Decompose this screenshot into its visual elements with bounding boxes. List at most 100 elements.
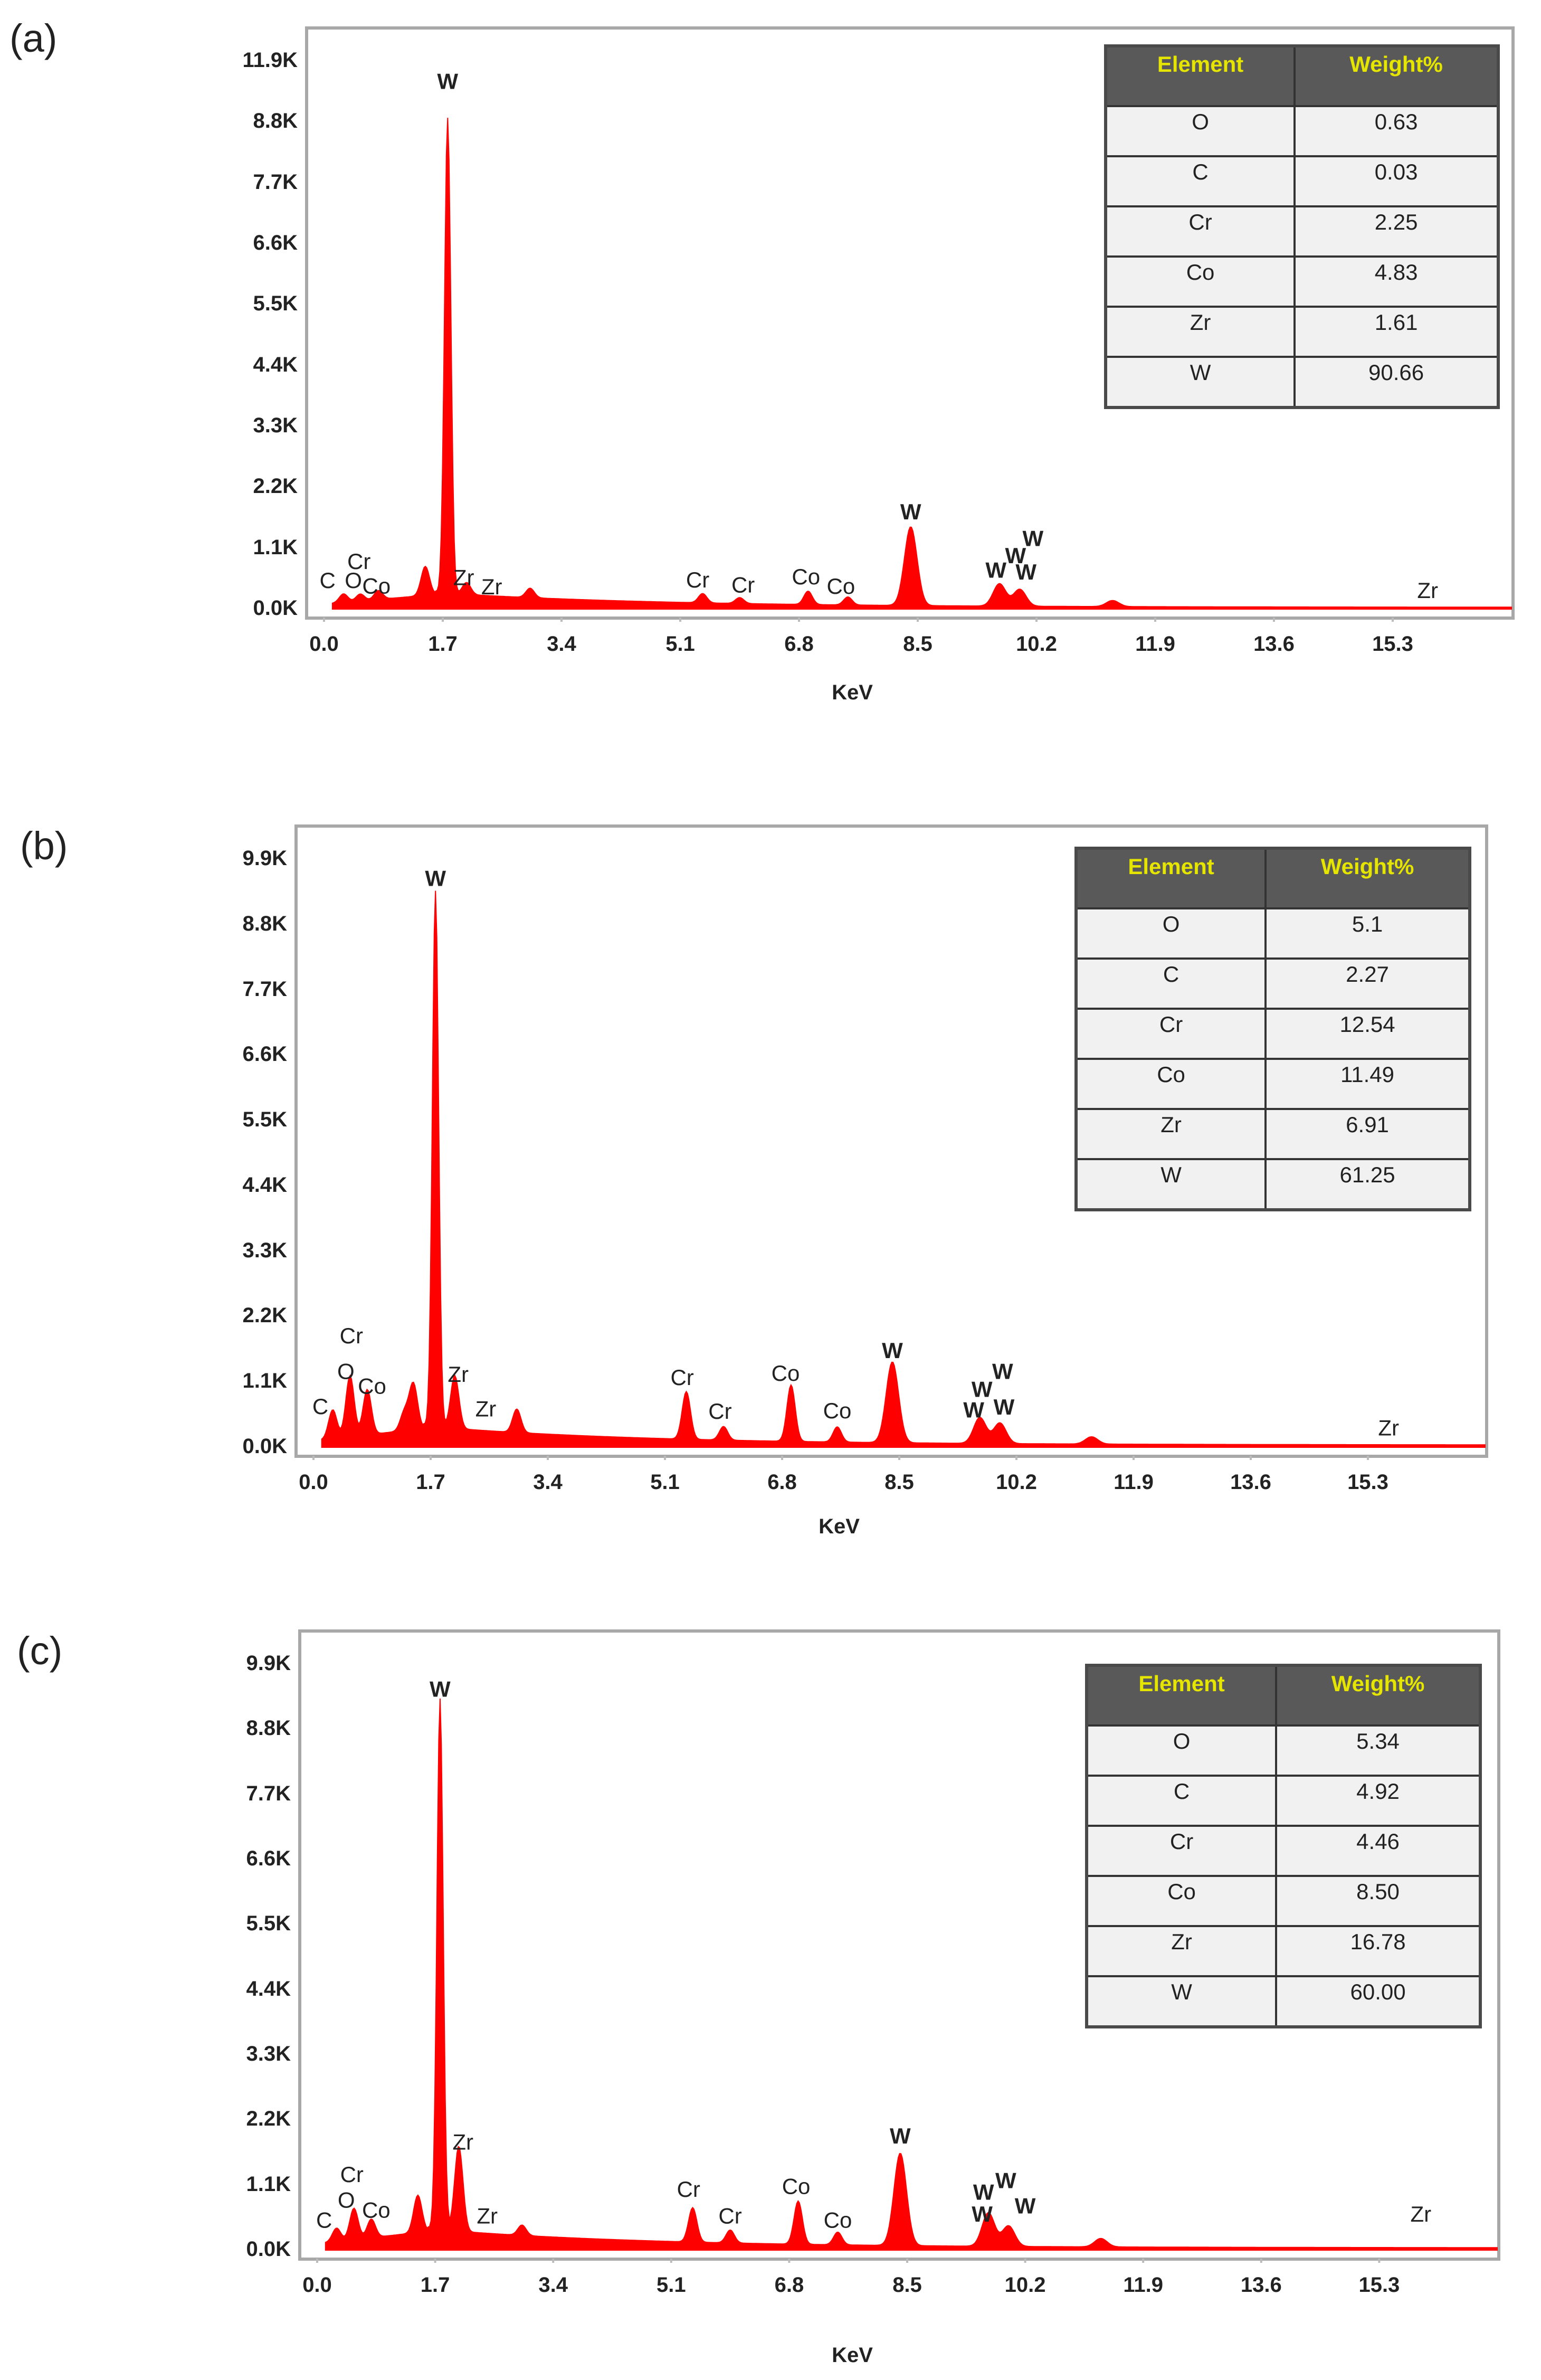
peak-label: Cr: [686, 567, 709, 592]
x-tick-label: 5.1: [665, 632, 695, 656]
peak-label: W: [900, 499, 921, 524]
peak-label: W: [985, 558, 1006, 583]
cell-element: Co: [1074, 1058, 1267, 1110]
cell-element: O: [1074, 907, 1267, 960]
cell-element: O: [1104, 105, 1296, 157]
cell-weight: 4.46: [1275, 1825, 1481, 1877]
peak-label: W: [994, 1395, 1015, 1419]
peak-label: Co: [792, 564, 820, 589]
cell-weight: 4.92: [1275, 1775, 1481, 1827]
y-tick-label: 3.3K: [253, 414, 298, 437]
y-tick-label: 9.9K: [242, 847, 288, 870]
peak-label: W: [973, 2180, 994, 2205]
peak-label: O: [338, 2187, 355, 2212]
y-tick-label: 2.2K: [242, 1304, 288, 1328]
y-tick-label: 4.4K: [246, 1977, 291, 2000]
cell-element: Co: [1085, 1875, 1278, 1927]
x-tick-label: 10.2: [996, 1471, 1037, 1494]
peak-label: W: [972, 2202, 993, 2226]
peak-label: Co: [362, 573, 391, 598]
cell-element: Zr: [1104, 306, 1296, 358]
peak-label: Cr: [677, 2177, 700, 2202]
x-tick-label: 1.7: [420, 2273, 450, 2297]
spectrum-area: [325, 1698, 1498, 2251]
header-weight: Weight%: [1275, 1664, 1481, 1727]
x-tick-label: 15.3: [1372, 632, 1413, 656]
table-row: Cr 4.46: [1085, 1825, 1481, 1877]
y-tick-label: 5.5K: [242, 1108, 288, 1132]
y-tick-label: 11.9K: [242, 49, 298, 72]
peak-label: W: [992, 1359, 1013, 1384]
peak-label: Cr: [340, 2162, 364, 2187]
peak-label: W: [995, 2168, 1016, 2193]
x-tick-label: 13.6: [1230, 1471, 1271, 1494]
x-tick-label: 11.9: [1123, 2273, 1164, 2297]
x-tick-label: 3.4: [547, 632, 576, 656]
cell-weight: 11.49: [1264, 1058, 1471, 1110]
x-tick-label: 1.7: [428, 632, 458, 656]
x-axis-label: KeV: [832, 681, 873, 704]
peak-label: Cr: [708, 1399, 731, 1424]
table-row: Co 8.50: [1085, 1875, 1481, 1927]
cell-weight: 12.54: [1264, 1008, 1471, 1060]
cell-weight: 90.66: [1293, 356, 1499, 409]
y-tick-label: 8.8K: [242, 912, 288, 935]
table-row: C 0.03: [1104, 155, 1499, 207]
x-tick-label: 6.8: [774, 2273, 804, 2297]
panel-b: (b) C O Cr Co W Zr Zr Cr Cr Co Co W W W W W Zr KeV Eleme…: [20, 824, 1488, 1538]
cell-element: Cr: [1085, 1825, 1278, 1877]
table-row: Zr 6.91: [1074, 1108, 1471, 1160]
x-tick-label: 8.5: [903, 632, 933, 656]
peak-label: W: [1015, 560, 1036, 584]
peak-label: O: [345, 568, 362, 593]
table-row: W 61.25: [1074, 1158, 1471, 1211]
cell-element: Cr: [1104, 205, 1296, 258]
x-tick-label: 13.6: [1253, 632, 1295, 656]
x-tick-label: 10.2: [1004, 2273, 1046, 2297]
peak-label: Co: [782, 2174, 811, 2198]
peak-label: Co: [362, 2197, 391, 2222]
composition-table: Element Weight% O 0.63 C 0.03 Cr 2.25 Co 4.8…: [1104, 44, 1500, 409]
y-tick-label: 6.6K: [253, 231, 298, 254]
header-weight: Weight%: [1264, 847, 1471, 909]
header-element: Element: [1085, 1664, 1278, 1727]
y-tick-label: 0.0K: [246, 2237, 291, 2261]
table-row: Zr 1.61: [1104, 306, 1499, 358]
x-tick-label: 11.9: [1135, 632, 1175, 656]
peak-label: Zr: [481, 574, 502, 599]
x-axis-label: KeV: [819, 1515, 860, 1538]
peak-label: Co: [827, 574, 855, 599]
x-tick-label: 15.3: [1358, 2273, 1400, 2297]
y-tick-label: 5.5K: [246, 1912, 291, 1936]
y-tick-label: 0.0K: [253, 596, 298, 620]
x-tick-label: 8.5: [884, 1471, 914, 1494]
cell-weight: 0.63: [1293, 105, 1499, 157]
peak-label: C: [316, 2207, 332, 2232]
composition-table: Element Weight% O 5.1 C 2.27 Cr 12.54 Co 11.…: [1074, 847, 1471, 1211]
cell-weight: 5.34: [1275, 1724, 1481, 1777]
y-tick-label: 2.2K: [246, 2107, 291, 2131]
x-tick-label: 0.0: [309, 632, 339, 656]
cell-element: C: [1085, 1775, 1278, 1827]
cell-element: C: [1104, 155, 1296, 207]
y-tick-label: 1.1K: [246, 2172, 291, 2196]
x-tick-label: 6.8: [767, 1471, 797, 1494]
peak-label: Cr: [340, 1323, 363, 1348]
x-tick-label: 5.1: [656, 2273, 686, 2297]
x-tick-label: 3.4: [533, 1471, 563, 1494]
peak-label: Zr: [453, 565, 474, 590]
table-row: O 0.63: [1104, 105, 1499, 157]
table-row: W 90.66: [1104, 356, 1499, 409]
table-row: Co 11.49: [1074, 1058, 1471, 1110]
cell-element: Zr: [1085, 1925, 1278, 1977]
spectrum-area: [321, 890, 1486, 1448]
peak-label: W: [972, 1377, 993, 1401]
peak-label: W: [1005, 543, 1026, 568]
peak-label: Co: [823, 1398, 852, 1423]
peak-label: W: [882, 1338, 903, 1363]
x-tick-label: 13.6: [1240, 2273, 1282, 2297]
x-tick-label: 15.3: [1347, 1471, 1388, 1494]
y-tick-label: 4.4K: [242, 1173, 288, 1197]
